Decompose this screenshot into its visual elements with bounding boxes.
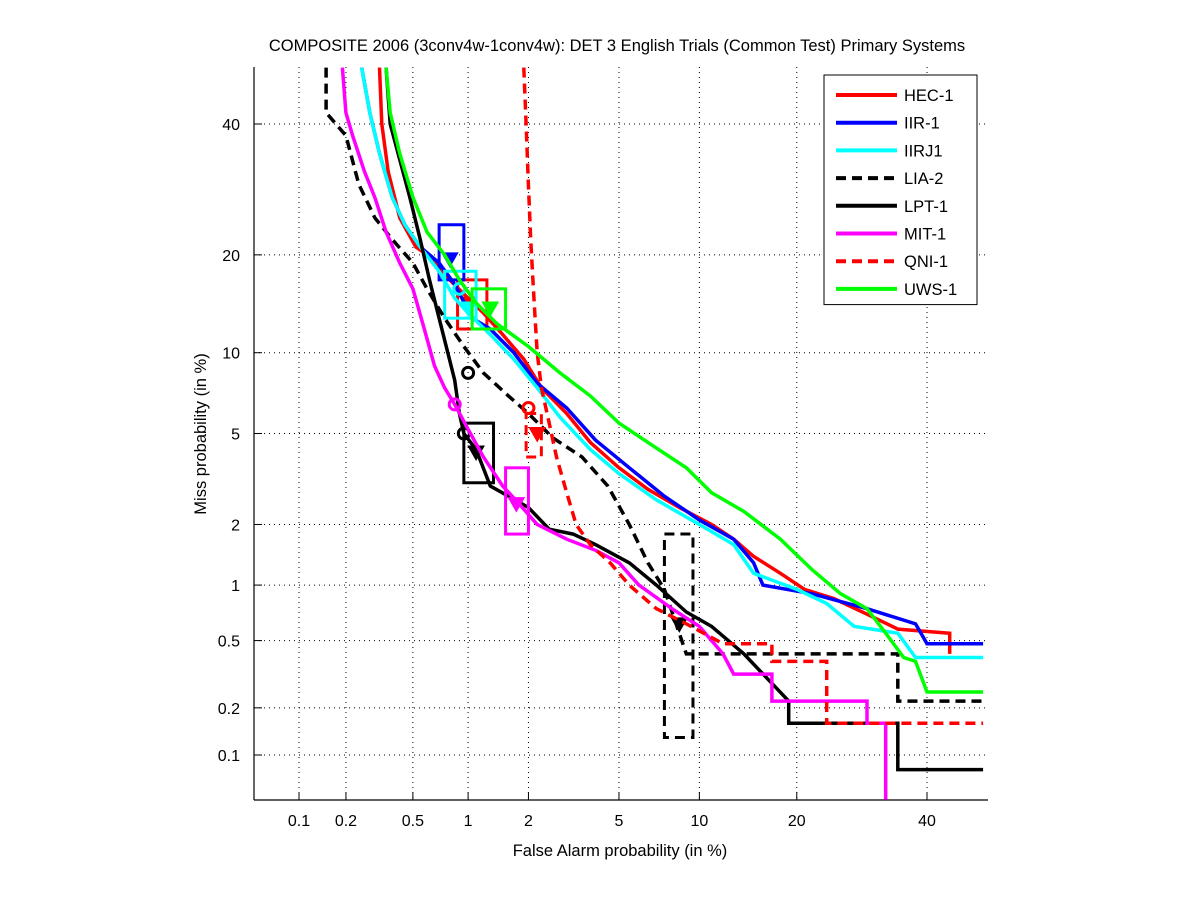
legend-item-lpt-1: LPT-1	[836, 198, 948, 216]
legend-box	[823, 74, 978, 306]
y-tick-label: 10	[222, 346, 240, 363]
x-tick-label: 5	[615, 813, 624, 830]
min-dcf-marker-lia-2	[461, 365, 476, 380]
legend-label: QNI-1	[904, 253, 948, 271]
series-line-lia-2	[324, 67, 984, 703]
confidence-box-lpt-1	[462, 421, 496, 485]
grid-lines	[253, 67, 988, 801]
legend-label: IIRJ1	[904, 142, 943, 160]
x-tick-label: 0.5	[402, 813, 424, 830]
x-tick-label: 0.2	[335, 813, 357, 830]
x-tick-label: 10	[690, 813, 708, 830]
series-qni-1	[521, 67, 984, 726]
chart-title: COMPOSITE 2006 (3conv4w-1conv4w): DET 3 …	[269, 37, 965, 55]
min-dcf-marker-qni-1	[521, 400, 536, 415]
y-tick-label: 20	[222, 248, 240, 265]
y-tick-label: 2	[231, 517, 240, 534]
series-line-qni-1	[522, 67, 984, 726]
legend-label: HEC-1	[904, 87, 954, 105]
y-tick-label: 0.2	[218, 701, 240, 718]
legend-item-uws-1: UWS-1	[836, 281, 957, 299]
x-tick-label: 0.1	[288, 813, 310, 830]
actual-dcf-marker-uws-1	[481, 301, 500, 317]
y-tick-label: 40	[222, 117, 240, 134]
confidence-box-iir-1	[437, 223, 466, 282]
legend: HEC-1 IIR-1 IIRJ1 LIA-2 LPT-1 MIT-1 QNI-1 UWS-1	[823, 74, 978, 306]
actual-dcf-marker-qni-1	[528, 427, 547, 443]
legend-item-hec-1: HEC-1	[836, 87, 954, 105]
x-tick-label: 20	[788, 813, 806, 830]
actual-dcf-marker-mit-1	[507, 497, 526, 513]
legend-item-qni-1: QNI-1	[836, 253, 948, 271]
legend-label: UWS-1	[904, 281, 957, 299]
legend-label: LIA-2	[904, 170, 943, 188]
series-line-iirj1	[359, 67, 984, 660]
x-tick-label: 2	[524, 813, 533, 830]
legend-label: IIR-1	[904, 115, 940, 133]
confidence-box-iirj1	[443, 269, 478, 320]
legend-item-mit-1: MIT-1	[836, 226, 946, 244]
x-tick-label: 40	[918, 813, 936, 830]
legend-item-iirj1: IIRJ1	[836, 142, 943, 160]
confidence-box-mit-1	[504, 466, 530, 536]
series-layer	[324, 67, 984, 800]
y-tick-label: 0.1	[218, 748, 240, 765]
legend-item-iir-1: IIR-1	[836, 115, 940, 133]
series-mit-1	[340, 67, 888, 800]
x-axis-ticks: 0.1 0.2 0.5 1 2 5 10 20 40	[288, 792, 936, 830]
y-axis-label: Miss probability (in %)	[192, 353, 210, 514]
x-tick-label: 1	[464, 813, 473, 830]
x-axis-label: False Alarm probability (in %)	[513, 842, 728, 860]
series-uws-1	[384, 67, 984, 694]
series-line-uws-1	[384, 67, 984, 694]
legend-label: MIT-1	[904, 226, 946, 244]
y-tick-label: 0.5	[218, 634, 240, 651]
legend-label: LPT-1	[904, 198, 948, 216]
y-tick-label: 5	[231, 427, 240, 444]
y-tick-label: 1	[231, 578, 240, 595]
y-axis-ticks: 0.1 0.2 0.5 1 2 5 10 20 40	[218, 117, 262, 765]
confidence-box-lia-2	[662, 532, 695, 739]
min-dcf-marker-mit-1	[447, 397, 462, 412]
legend-item-lia-2: LIA-2	[836, 170, 943, 188]
confidence-box-uws-1	[470, 287, 508, 331]
